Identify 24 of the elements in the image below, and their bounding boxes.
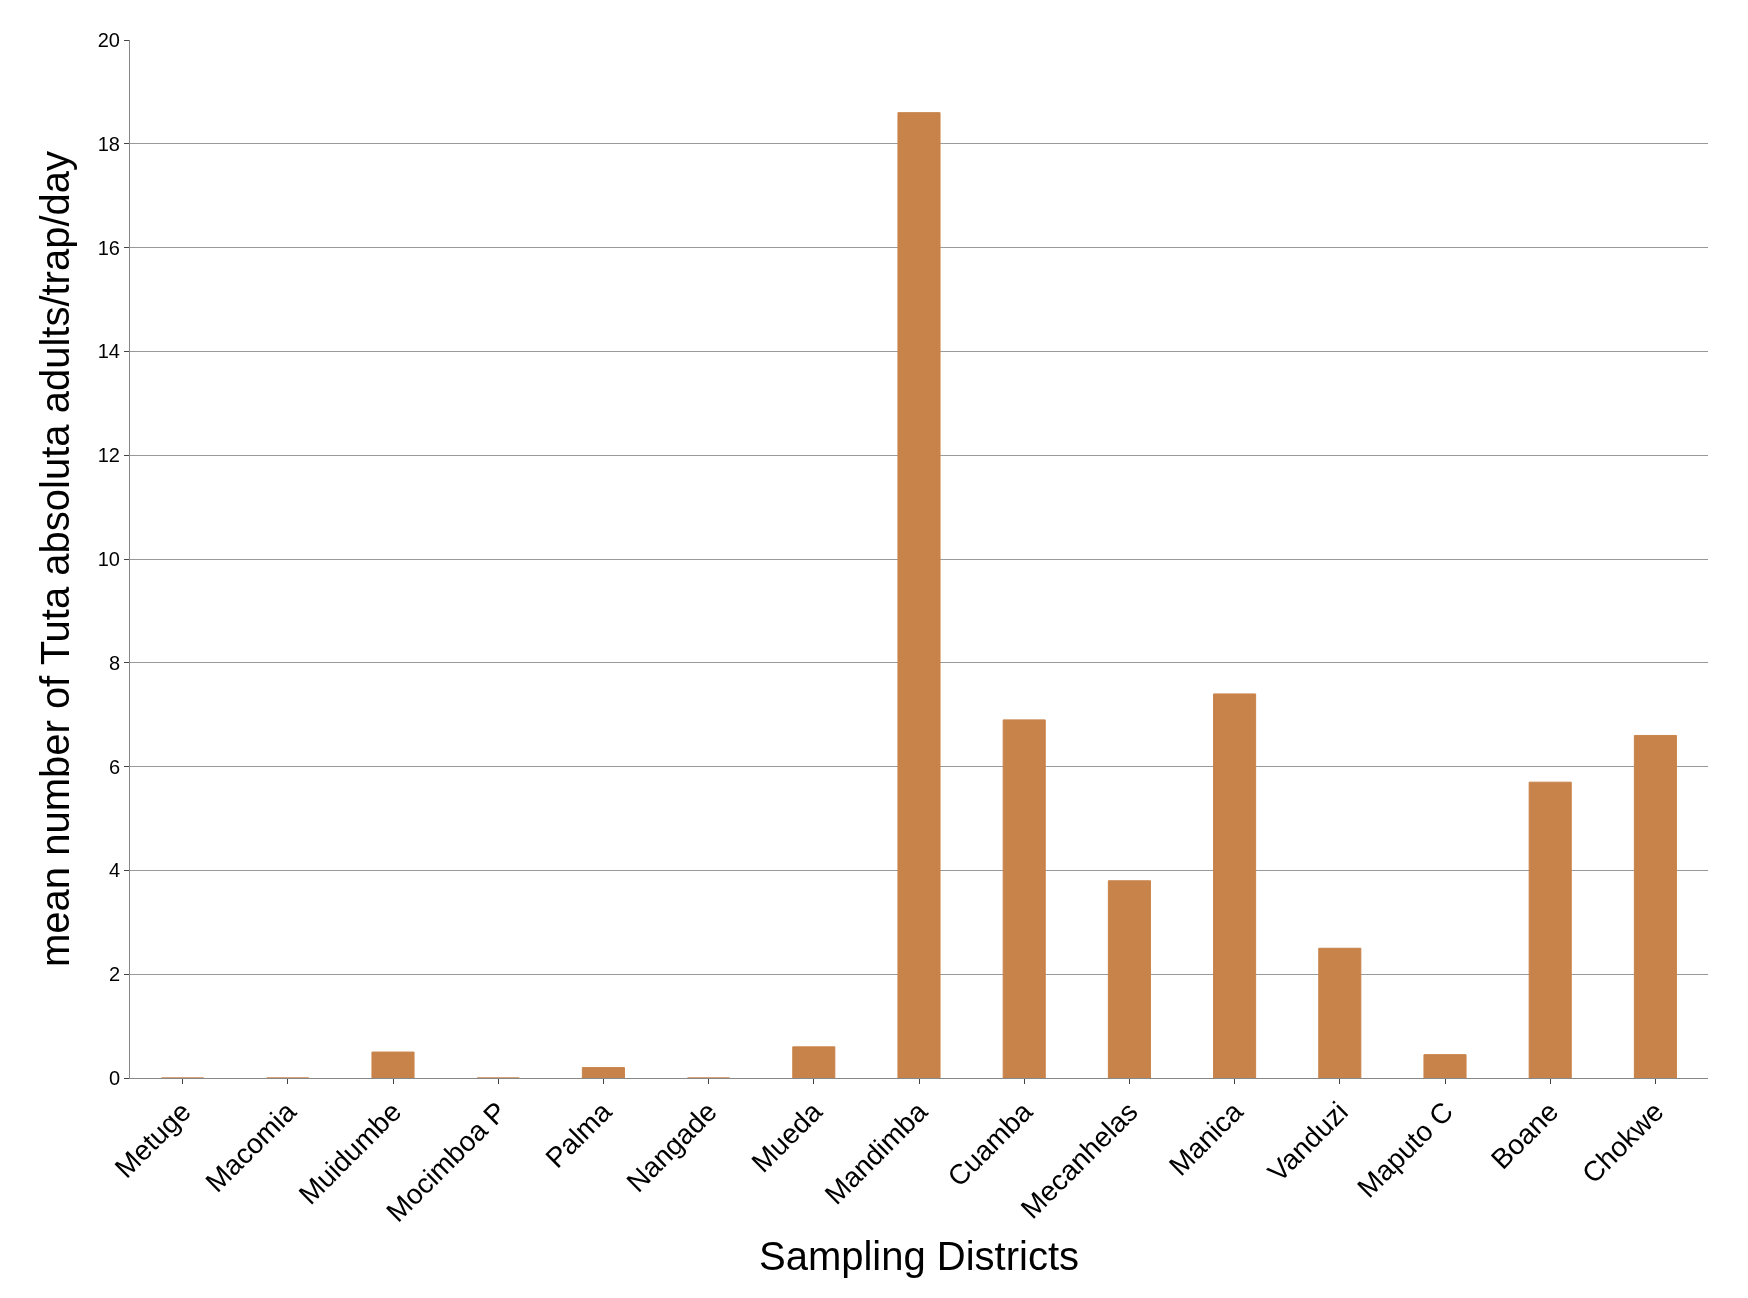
x-axis-title: Sampling Districts — [758, 1234, 1080, 1279]
bar — [1318, 947, 1362, 1078]
y-tick-label: 10 — [97, 548, 120, 570]
bar — [897, 112, 941, 1078]
y-tick-label: 0 — [108, 1067, 120, 1089]
y-tick-label: 4 — [108, 859, 120, 882]
bar — [1423, 1054, 1467, 1078]
bar — [371, 1051, 415, 1078]
bar — [1002, 719, 1046, 1078]
y-tick-label: 16 — [97, 236, 120, 259]
bar — [581, 1067, 625, 1078]
y-tick-label: 8 — [108, 651, 120, 674]
y-tick-label: 18 — [97, 132, 120, 155]
bar — [1107, 880, 1151, 1078]
bar — [1528, 781, 1572, 1078]
y-axis-title: mean number of Tuta absoluta adults/trap/day — [33, 150, 78, 968]
y-tick-label: 14 — [97, 340, 120, 363]
y-tick-label: 6 — [108, 755, 120, 778]
y-tick-label: 12 — [97, 444, 120, 467]
bar — [1213, 693, 1257, 1078]
y-tick-label: 20 — [97, 29, 120, 51]
y-tick-label: 2 — [108, 963, 120, 986]
bar — [792, 1046, 836, 1078]
bar — [1633, 734, 1677, 1078]
